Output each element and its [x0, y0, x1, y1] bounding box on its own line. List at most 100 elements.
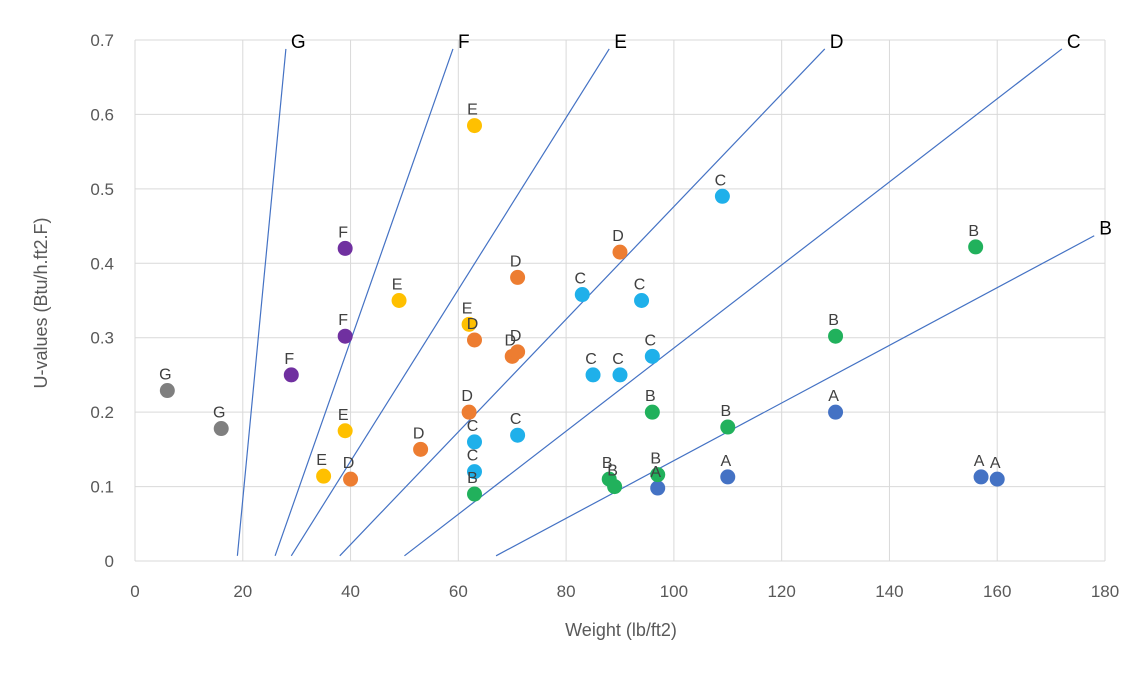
data-point-a	[828, 404, 844, 420]
point-label: B	[650, 451, 661, 468]
point-label: B	[607, 463, 618, 480]
point-label: F	[338, 224, 348, 241]
data-point-c	[467, 464, 482, 480]
data-point-d	[510, 344, 526, 360]
boundary-line-label: G	[291, 32, 306, 53]
data-point-d	[510, 269, 526, 285]
data-point-d	[413, 441, 429, 457]
point-label: B	[720, 403, 731, 420]
data-point-b	[467, 486, 482, 502]
point-label: E	[316, 452, 327, 469]
data-point-e	[337, 423, 353, 439]
boundary-line-d	[339, 48, 826, 557]
boundary-lines: G F E D CB	[236, 32, 1112, 557]
point-label: G	[213, 405, 225, 422]
x-tick-label: 100	[660, 582, 688, 601]
y-tick-label: 0	[105, 552, 114, 571]
point-label: D	[467, 316, 479, 333]
x-tick-label: 120	[767, 582, 795, 601]
point-label: C	[467, 448, 479, 465]
point-label: C	[585, 351, 597, 368]
boundary-line-b	[495, 235, 1095, 557]
x-tick-label: 80	[557, 582, 576, 601]
boundary-line-label: F	[458, 32, 470, 53]
point-label: C	[467, 418, 479, 435]
data-point-f	[283, 367, 299, 383]
point-label: E	[462, 300, 473, 317]
data-point-c	[634, 293, 650, 308]
point-label: G	[159, 367, 171, 384]
boundary-line-label: E	[614, 32, 627, 53]
point-label: A	[650, 464, 661, 481]
point-label: D	[343, 455, 355, 472]
data-point-c	[510, 427, 526, 443]
point-label: D	[461, 388, 473, 405]
point-label: D	[413, 425, 425, 442]
point-label: A	[990, 455, 1001, 472]
y-tick-label: 0.3	[90, 329, 114, 348]
point-label: E	[338, 407, 349, 424]
data-point-d	[461, 404, 477, 420]
point-label: A	[974, 453, 985, 470]
data-point-a	[989, 471, 1005, 487]
point-label: C	[510, 411, 522, 428]
x-tick-label: 160	[983, 582, 1011, 601]
tick-labels: 0 20 40 60 80 100 120 140 160 180 0 0.1 0.2 0.3 0.4 0.5…	[90, 31, 1119, 601]
boundary-line-c	[404, 48, 1063, 557]
data-point-c	[574, 287, 590, 303]
point-label: D	[504, 332, 516, 349]
data-point-b	[968, 239, 984, 255]
data-point-b	[650, 467, 666, 483]
boundary-line-label: B	[1099, 219, 1112, 240]
point-label: C	[612, 351, 624, 368]
data-point-c	[612, 367, 628, 383]
point-label: A	[720, 453, 731, 470]
point-label: B	[828, 312, 839, 329]
boundary-line-e	[290, 48, 610, 557]
point-label: E	[467, 102, 478, 119]
point-label: D	[510, 253, 522, 270]
data-point-e	[461, 316, 477, 332]
data-point-b	[828, 328, 844, 344]
x-axis-title: Weight (lb/ft2)	[565, 620, 677, 640]
data-point-f	[337, 328, 353, 344]
y-tick-label: 0.5	[90, 180, 114, 199]
data-points	[159, 118, 1005, 502]
point-label: C	[574, 271, 586, 288]
y-axis-title: U-values (Btu/h.ft2.F)	[31, 217, 51, 388]
boundary-line-label: C	[1067, 32, 1081, 53]
data-point-d	[467, 332, 482, 348]
data-point-e	[316, 468, 332, 484]
point-label: E	[392, 277, 403, 294]
x-tick-label: 20	[233, 582, 252, 601]
data-point-f	[337, 240, 353, 256]
x-tick-label: 40	[341, 582, 360, 601]
y-tick-label: 0.4	[90, 254, 114, 273]
grid-layer	[134, 39, 1106, 562]
point-label: B	[968, 223, 979, 240]
data-point-d	[612, 244, 628, 260]
data-point-c	[644, 348, 660, 364]
data-point-c	[585, 367, 601, 383]
data-point-a	[973, 469, 989, 485]
x-tick-label: 0	[130, 582, 139, 601]
point-label: C	[634, 277, 646, 294]
point-label: D	[510, 328, 522, 345]
data-point-g	[159, 383, 175, 399]
x-tick-label: 140	[875, 582, 903, 601]
point-label: B	[645, 388, 656, 405]
y-tick-label: 0.1	[90, 478, 114, 497]
point-label: F	[284, 351, 294, 368]
data-point-b	[607, 479, 623, 495]
point-label: A	[828, 388, 839, 405]
point-label: F	[338, 312, 348, 329]
data-point-a	[720, 469, 736, 485]
x-tick-label: 60	[449, 582, 468, 601]
point-label: D	[612, 228, 624, 245]
x-tick-label: 180	[1091, 582, 1119, 601]
point-label: B	[602, 455, 613, 472]
boundary-line-label: D	[830, 32, 844, 53]
